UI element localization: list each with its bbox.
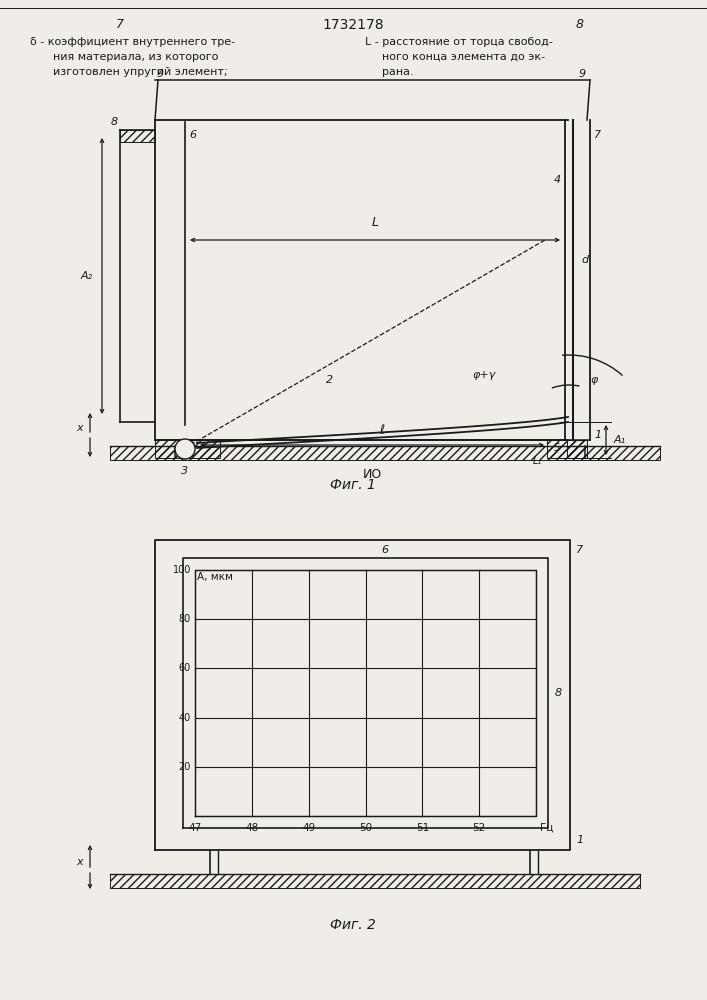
- Text: А, мкм: А, мкм: [197, 572, 233, 582]
- Bar: [120, 130, 155, 142]
- Text: 6: 6: [382, 545, 389, 555]
- Circle shape: [175, 439, 195, 459]
- Text: 47: 47: [188, 823, 201, 833]
- Text: L - расстояние от торца свобод-: L - расстояние от торца свобод-: [365, 37, 553, 47]
- Text: 7: 7: [116, 18, 124, 31]
- Bar: [155, 440, 220, 458]
- Text: 48: 48: [245, 823, 259, 833]
- Text: 80: 80: [179, 614, 191, 624]
- Text: 3: 3: [182, 466, 189, 476]
- Text: ИО: ИО: [363, 468, 382, 482]
- Text: ℓ: ℓ: [380, 424, 385, 438]
- Text: 1732178: 1732178: [322, 18, 384, 32]
- Text: 8: 8: [576, 18, 584, 31]
- Text: 7: 7: [595, 130, 602, 140]
- Text: 1: 1: [595, 430, 602, 440]
- Text: Фиг. 2: Фиг. 2: [330, 918, 376, 932]
- Text: ного конца элемента до эк-: ного конца элемента до эк-: [382, 52, 545, 62]
- Bar: [110, 446, 660, 460]
- Text: 9: 9: [156, 69, 163, 79]
- Text: рана.: рана.: [382, 67, 414, 77]
- Text: 9: 9: [578, 69, 585, 79]
- Text: 7: 7: [576, 545, 583, 555]
- Text: d: d: [581, 255, 588, 265]
- Text: 8: 8: [110, 117, 117, 127]
- Text: x: x: [76, 423, 83, 433]
- Bar: [567, 440, 587, 458]
- Text: 100: 100: [173, 565, 191, 575]
- Text: 40: 40: [179, 713, 191, 723]
- Text: L₁: L₁: [532, 456, 542, 466]
- Text: x: x: [76, 857, 83, 867]
- Text: 60: 60: [179, 663, 191, 673]
- Text: 2: 2: [327, 375, 334, 385]
- Text: 49: 49: [302, 823, 315, 833]
- Text: 4: 4: [554, 175, 561, 185]
- Text: 51: 51: [416, 823, 429, 833]
- Text: 20: 20: [179, 762, 191, 772]
- Text: 5: 5: [554, 443, 560, 453]
- Text: A₁: A₁: [614, 435, 626, 445]
- Text: φ: φ: [590, 375, 597, 385]
- Text: δ - коэффициент внутреннего тре-: δ - коэффициент внутреннего тре-: [30, 37, 235, 47]
- Bar: [110, 874, 640, 888]
- Text: 6: 6: [189, 130, 197, 140]
- Text: 52: 52: [472, 823, 486, 833]
- Text: Гц: Гц: [540, 823, 554, 833]
- Text: ния материала, из которого: ния материала, из которого: [53, 52, 218, 62]
- Text: L: L: [371, 216, 378, 229]
- Text: 50: 50: [359, 823, 372, 833]
- Text: φ+γ: φ+γ: [472, 370, 496, 380]
- Bar: [547, 440, 587, 458]
- Text: Фиг. 1: Фиг. 1: [330, 478, 376, 492]
- Text: изготовлен упругий элемент;: изготовлен упругий элемент;: [53, 67, 228, 77]
- Text: A₂: A₂: [81, 271, 93, 281]
- Text: 1: 1: [576, 835, 583, 845]
- Text: 8: 8: [554, 688, 561, 698]
